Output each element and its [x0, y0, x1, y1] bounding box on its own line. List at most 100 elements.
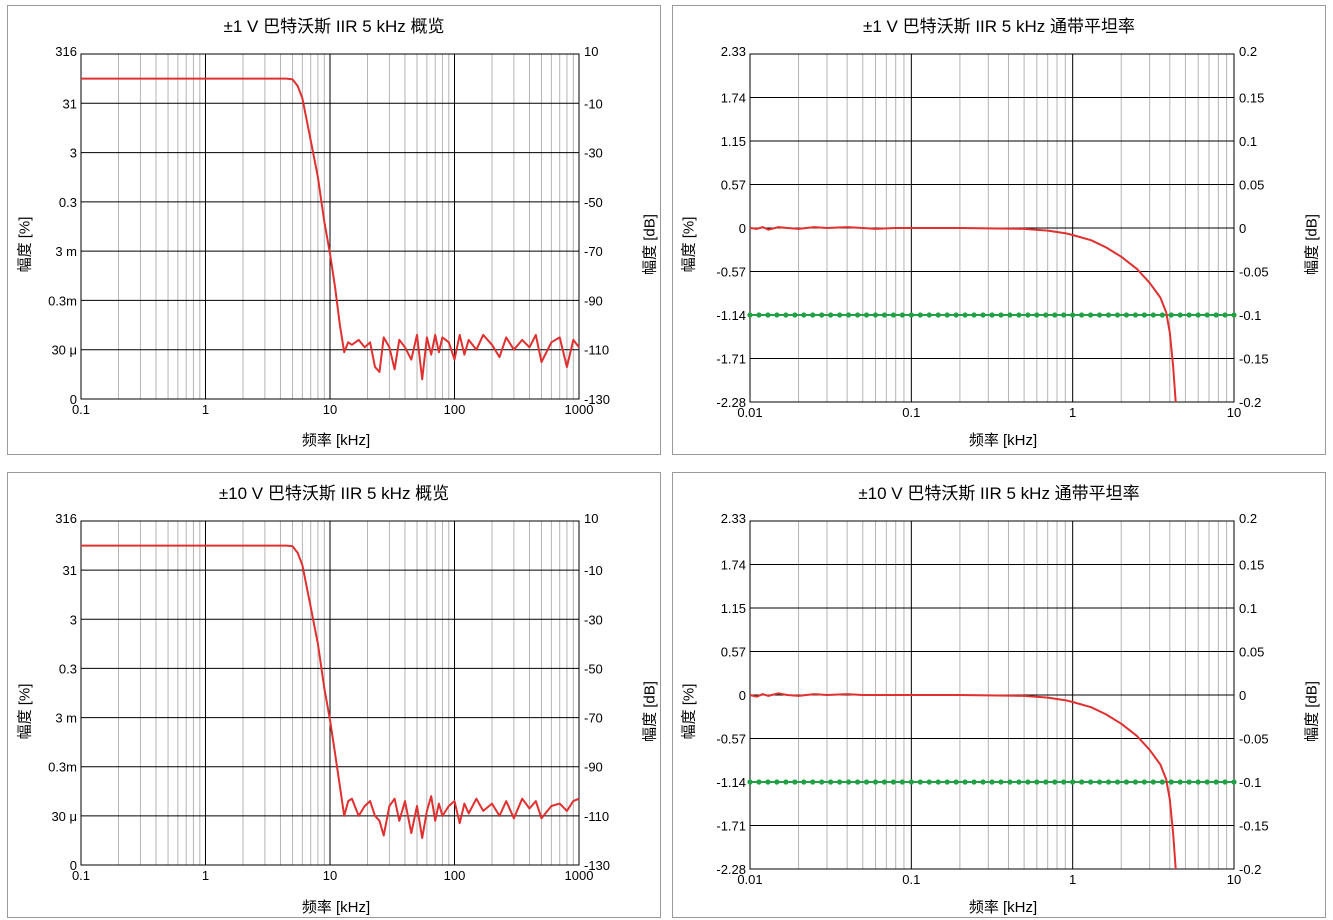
limit-marker — [1070, 312, 1076, 318]
limit-marker — [1168, 312, 1174, 318]
limit-marker — [962, 312, 968, 318]
y2-tick-label: -110 — [584, 809, 609, 824]
limit-marker — [1087, 779, 1094, 785]
limit-marker — [980, 779, 986, 785]
y2-tick-label: -0.15 — [1239, 352, 1269, 367]
limit-marker — [998, 779, 1004, 785]
chart-title: ±1 V 巴特沃斯 IIR 5 kHz 通带平坦率 — [863, 17, 1135, 36]
y-tick-label: 2.33 — [721, 511, 746, 526]
limit-marker — [1052, 312, 1058, 318]
y2-tick-label: -0.15 — [1239, 819, 1269, 834]
y-tick-label: 31 — [63, 563, 77, 578]
limit-marker — [962, 779, 968, 785]
limit-marker — [1061, 779, 1067, 785]
limit-marker — [783, 312, 789, 318]
plot-area: 0.1 1 10 100 1000 316 31 3 0.3 3 m 0.3m 30 μ 0 10 -10 -… — [48, 511, 610, 883]
y2-tick-label: -50 — [584, 195, 603, 210]
chart-title: ±10 V 巴特沃斯 IIR 5 kHz 通带平坦率 — [858, 484, 1140, 503]
limit-marker — [917, 312, 923, 318]
limit-marker — [1132, 312, 1139, 318]
series-line — [81, 544, 580, 839]
limit-marker — [908, 312, 914, 318]
limit-marker — [756, 312, 762, 318]
limit-marker — [837, 312, 843, 318]
limit-marker — [872, 779, 879, 785]
limit-marker — [899, 312, 905, 318]
x-tick-label: 0.1 — [72, 402, 90, 417]
limit-marker — [774, 312, 780, 318]
x-tick-label: 0.1 — [902, 405, 920, 420]
x-axis-label: 频率 [kHz] — [301, 899, 371, 916]
limit-marker — [845, 779, 852, 785]
limit-marker — [783, 779, 789, 785]
limit-marker — [917, 779, 923, 785]
limit-marker — [1034, 312, 1040, 318]
limit-marker — [890, 779, 897, 785]
y-tick-label: 30 μ — [51, 809, 77, 824]
y2-tick-label: -70 — [584, 244, 603, 259]
limit-marker — [1007, 312, 1013, 318]
y2-tick-label: 0.15 — [1239, 91, 1264, 106]
y-tick-label: 3 — [70, 612, 77, 627]
x-tick-label: 1 — [1069, 872, 1076, 887]
limit-marker — [953, 312, 959, 318]
limit-marker — [854, 779, 861, 785]
limit-marker — [828, 312, 834, 318]
y-tick-label: 316 — [55, 511, 77, 526]
limit-marker — [971, 779, 977, 785]
limit-marker — [1177, 779, 1183, 785]
limit-marker — [908, 779, 914, 785]
limit-marker — [1222, 779, 1228, 785]
y-tick-label: 316 — [55, 44, 77, 59]
limit-marker — [989, 312, 995, 318]
limit-marker — [1079, 312, 1085, 318]
limit-marker — [801, 312, 807, 318]
y-tick-label: 0.3 — [59, 661, 77, 676]
limit-marker — [881, 779, 888, 785]
chart-title: ±10 V 巴特沃斯 IIR 5 kHz 概览 — [218, 484, 450, 503]
limit-marker — [1096, 779, 1103, 785]
limit-marker — [863, 779, 870, 785]
y-tick-label: 3 m — [55, 244, 77, 259]
limit-marker — [1222, 312, 1228, 318]
limit-marker — [1186, 779, 1192, 785]
limit-marker — [747, 312, 753, 318]
limit-marker — [774, 779, 780, 785]
y-tick-label: 0 — [739, 688, 746, 703]
limit-marker — [863, 312, 870, 318]
y2-tick-label: -130 — [584, 392, 610, 407]
limit-marker — [899, 779, 905, 785]
y2-tick-label: 10 — [584, 44, 598, 59]
limit-marker — [926, 312, 932, 318]
y2-tick-label: -0.1 — [1239, 775, 1261, 790]
y-tick-label: -1.71 — [716, 819, 746, 834]
y-tick-label: 0.3m — [48, 760, 77, 775]
limit-marker — [944, 779, 950, 785]
y2-tick-label: -90 — [584, 293, 603, 308]
limit-marker — [756, 779, 762, 785]
x-tick-label: 10 — [323, 402, 337, 417]
x-tick-label: 100 — [444, 868, 466, 883]
y-tick-label: 0.57 — [721, 645, 746, 660]
limit-marker — [1159, 312, 1165, 318]
x-tick-label: 1000 — [565, 402, 594, 417]
y2-tick-label: 0.05 — [1239, 178, 1264, 193]
limit-marker — [810, 779, 816, 785]
limit-marker — [765, 312, 771, 318]
y2-tick-label: -0.05 — [1239, 732, 1269, 747]
y2-tick-label: -0.05 — [1239, 265, 1269, 280]
limit-marker — [881, 312, 888, 318]
y-tick-label: -1.14 — [716, 308, 746, 323]
limit-marker — [1141, 312, 1147, 318]
limit-marker — [1007, 779, 1013, 785]
limit-marker — [1123, 779, 1130, 785]
y-tick-label: 3 m — [55, 711, 77, 726]
y2-tick-label: -30 — [584, 146, 603, 161]
y2-tick-label: 10 — [584, 511, 598, 526]
y2-tick-label: 0.1 — [1239, 134, 1257, 149]
series-line — [749, 692, 1177, 870]
y2-tick-label: 0.2 — [1239, 44, 1257, 59]
limit-marker — [1087, 312, 1094, 318]
limit-marker — [935, 312, 941, 318]
limit-marker — [1025, 312, 1031, 318]
